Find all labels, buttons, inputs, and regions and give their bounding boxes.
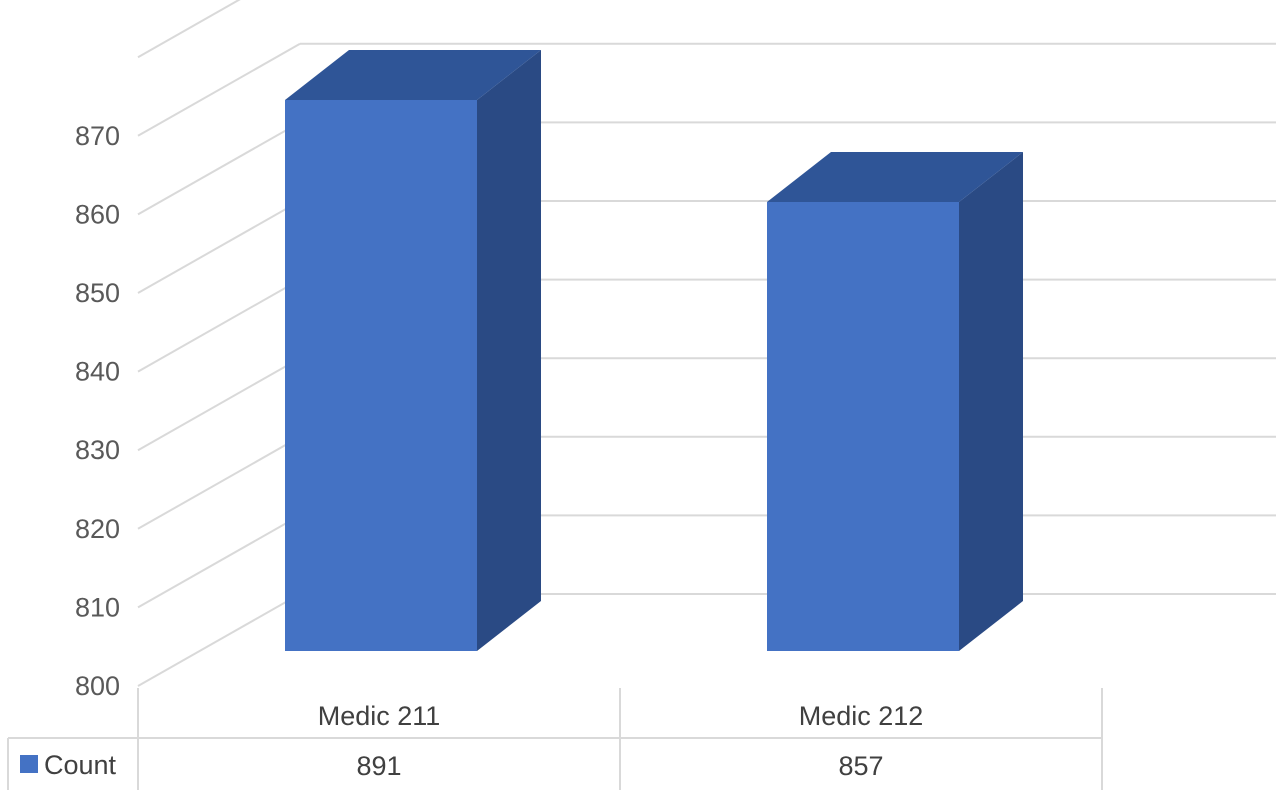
bar-2 — [767, 152, 1023, 651]
gridline-side — [137, 121, 301, 216]
y-axis-ticks: 800 810 820 830 840 850 860 870 — [75, 121, 120, 701]
gridline-side — [137, 42, 301, 137]
y-tick-label: 820 — [75, 514, 120, 544]
bar-side — [959, 152, 1023, 651]
gridline-side — [137, 0, 241, 59]
gridline-side — [137, 278, 301, 373]
data-table: Medic 211 Medic 212 Count 891 857 — [7, 688, 1103, 790]
y-tick-label: 830 — [75, 435, 120, 465]
x-category-label: Medic 212 — [799, 701, 924, 731]
data-table-value: 891 — [356, 751, 401, 781]
legend-label: Count — [44, 750, 117, 780]
legend-swatch — [20, 755, 38, 773]
gridline-side — [137, 593, 301, 687]
y-tick-label: 840 — [75, 357, 120, 387]
bars — [285, 50, 1023, 651]
gridline-side — [137, 357, 301, 452]
bar-top — [767, 152, 1023, 202]
gridline-side — [137, 514, 301, 609]
gridline-side — [137, 435, 301, 530]
gridline-side — [137, 200, 301, 294]
bar-top — [285, 50, 541, 100]
y-tick-label: 810 — [75, 592, 120, 622]
y-tick-label: 850 — [75, 278, 120, 308]
bar-side — [477, 50, 541, 651]
bar-1 — [285, 50, 541, 651]
bar-front — [285, 100, 477, 651]
y-tick-label: 800 — [75, 671, 120, 701]
x-category-label: Medic 211 — [318, 701, 441, 731]
y-tick-label: 860 — [75, 199, 120, 229]
data-table-value: 857 — [838, 751, 883, 781]
y-tick-label: 870 — [75, 121, 120, 151]
bar-front — [767, 202, 959, 651]
